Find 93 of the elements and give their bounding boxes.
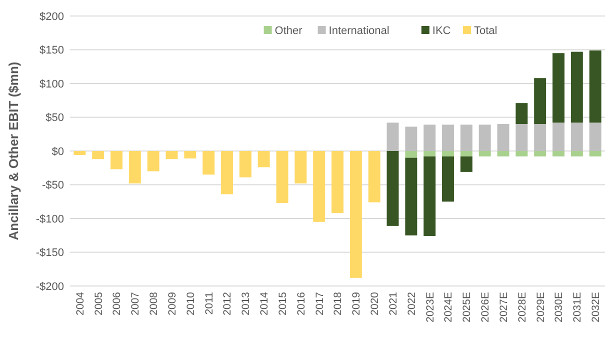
bar [589, 122, 602, 151]
bar [221, 151, 233, 194]
y-tick-label: -$150 [36, 247, 64, 260]
x-tick-label: 2017 [314, 292, 326, 316]
bar [294, 151, 307, 184]
y-tick-label: $50 [46, 112, 64, 124]
bar [424, 151, 436, 156]
x-tick-label: 2009 [166, 292, 178, 316]
bar [460, 124, 472, 151]
bar [128, 151, 141, 184]
bar [478, 124, 491, 151]
bar [516, 124, 528, 151]
bar [147, 151, 160, 172]
x-tick-label: 2005 [92, 292, 105, 316]
legend-label: Other [274, 25, 303, 37]
bar [424, 156, 436, 236]
x-tick-label: 2015 [276, 292, 289, 316]
y-tick-label: -$100 [36, 213, 64, 226]
bar [497, 151, 510, 156]
bar [442, 124, 454, 151]
legend-label: IKC [432, 25, 451, 37]
bar [552, 122, 564, 151]
bar [350, 151, 362, 278]
bar [497, 124, 510, 151]
bar [460, 156, 472, 172]
x-tick-label: 2013 [240, 292, 252, 316]
bar [534, 124, 546, 151]
bar [570, 52, 583, 123]
bar [92, 151, 104, 160]
bar [74, 151, 86, 156]
bar [258, 151, 270, 168]
bar [405, 151, 418, 158]
bar [516, 103, 528, 124]
x-tick-label: 2024E [442, 292, 455, 322]
bar [570, 151, 583, 156]
bar [589, 151, 602, 156]
bar [276, 151, 288, 203]
y-tick-label: $150 [40, 44, 64, 57]
bar [424, 124, 436, 151]
bar [386, 151, 399, 226]
x-tick-label: 2004 [74, 292, 86, 316]
x-tick-label: 2030E [553, 292, 566, 322]
x-tick-label: 2012 [222, 292, 234, 316]
x-tick-label: 2021 [387, 292, 400, 316]
bar [552, 53, 564, 123]
x-tick-label: 2028E [516, 292, 528, 322]
x-tick-label: 2016 [295, 292, 308, 316]
x-tick-label: 2006 [111, 292, 124, 316]
y-tick-label: $100 [40, 78, 64, 90]
bar [202, 151, 215, 175]
y-tick-label: $0 [52, 146, 64, 158]
x-tick-label: 2031E [572, 292, 584, 322]
x-tick-label: 2010 [184, 292, 197, 316]
x-tick-label: 2011 [203, 292, 216, 315]
y-axis-title: Ancillary & Other EBIT ($mn) [6, 62, 21, 240]
x-tick-label: 2026E [480, 292, 492, 322]
bar [460, 151, 472, 156]
y-tick-label: -$200 [36, 280, 64, 293]
y-tick-label: -$50 [42, 180, 64, 192]
bar [368, 151, 380, 202]
bar [442, 156, 454, 202]
x-tick-label: 2019 [350, 292, 363, 316]
legend-label: Total [474, 25, 498, 37]
x-tick-label: 2032E [590, 292, 602, 322]
bar [516, 151, 528, 156]
x-tick-label: 2025E [461, 292, 474, 322]
bar [166, 151, 178, 160]
x-tick-label: 2018 [332, 292, 344, 316]
x-tick-label: 2008 [148, 292, 160, 316]
bar [405, 126, 418, 151]
bar [534, 151, 546, 156]
bar [478, 151, 491, 156]
bar [442, 151, 454, 156]
bar [589, 50, 602, 123]
bar [313, 151, 326, 222]
bar [552, 151, 564, 156]
bar [110, 151, 122, 170]
x-tick-label: 2020 [369, 292, 382, 316]
x-tick-label: 2023E [424, 292, 436, 322]
bar [332, 151, 344, 214]
x-tick-label: 2014 [258, 292, 271, 316]
legend-label: International [328, 25, 390, 37]
x-tick-label: 2007 [130, 292, 142, 316]
bar [405, 158, 418, 236]
bar [386, 122, 399, 151]
x-tick-label: 2022 [406, 292, 418, 316]
bar [239, 151, 252, 178]
bar [570, 122, 583, 151]
bar [534, 78, 546, 124]
x-tick-label: 2029E [534, 292, 547, 322]
bar [184, 151, 196, 158]
x-tick-label: 2027E [498, 292, 510, 322]
y-tick-label: $200 [40, 10, 64, 23]
